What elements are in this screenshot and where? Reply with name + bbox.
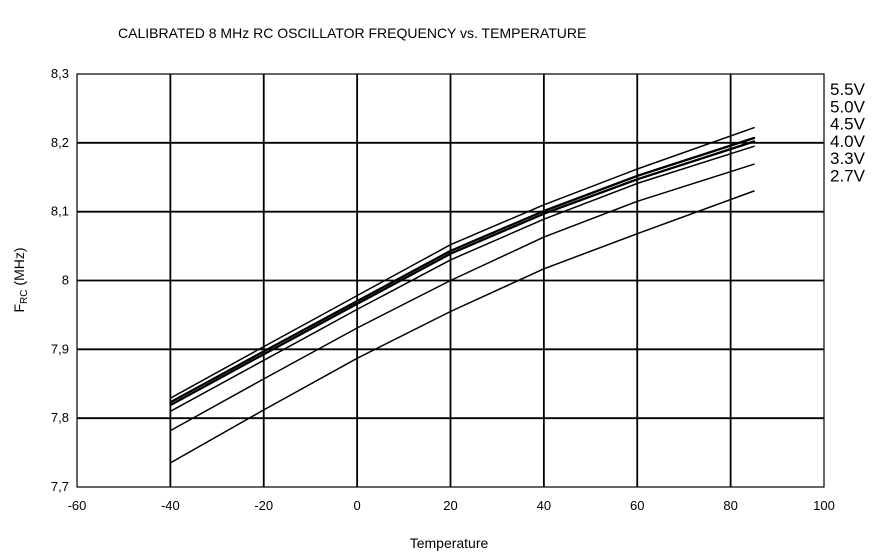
legend-label: 4.5V	[830, 115, 866, 134]
x-tick-label: 80	[723, 498, 737, 513]
tick-labels: -60 -40 -20 0 20 40 60 80 100 7,7 7,8 7,9 8 8,1 8,2 8,3	[51, 66, 835, 513]
legend-label: 4.0V	[830, 132, 866, 151]
x-tick-label: 20	[443, 498, 457, 513]
series-line-3-3V	[169, 163, 755, 432]
y-tick-label: 7,7	[51, 479, 69, 494]
legend-label: 2.7V	[830, 167, 866, 186]
series-line-2-7V	[169, 190, 755, 464]
series-line-4-5V	[169, 140, 756, 407]
legend-label: 5.0V	[830, 97, 866, 116]
y-axis-label-unit: (MHz)	[11, 247, 27, 289]
y-axis-label-subscript: RC	[19, 289, 30, 303]
legend-label: 3.3V	[830, 149, 866, 168]
x-tick-label: 0	[354, 498, 361, 513]
series-lines	[169, 126, 756, 464]
x-tick-label: 100	[813, 498, 835, 513]
y-tick-label: 8,3	[51, 66, 69, 81]
y-tick-label: 8	[62, 273, 69, 288]
series-line-5-0V	[169, 136, 756, 404]
series-line-4-0V	[169, 145, 755, 413]
x-tick-label: -20	[254, 498, 273, 513]
y-axis-label-main: F	[11, 304, 27, 313]
y-tick-label: 7,9	[51, 341, 69, 356]
x-tick-label: -60	[68, 498, 87, 513]
y-tick-label: 7,8	[51, 410, 69, 425]
legend: 5.5V5.0V4.5V4.0V3.3V2.7V	[830, 80, 866, 186]
chart-title: CALIBRATED 8 MHz RC OSCILLATOR FREQUENCY…	[118, 25, 586, 41]
x-tick-label: 40	[537, 498, 551, 513]
series-line-5-5V	[169, 126, 755, 399]
y-tick-label: 8,2	[51, 135, 69, 150]
y-tick-label: 8,1	[51, 204, 69, 219]
x-tick-label: -40	[161, 498, 180, 513]
legend-label: 5.5V	[830, 80, 866, 99]
x-tick-label: 60	[630, 498, 644, 513]
y-axis-label: FRC (MHz)	[11, 247, 30, 312]
x-axis-label: Temperature	[410, 535, 489, 551]
